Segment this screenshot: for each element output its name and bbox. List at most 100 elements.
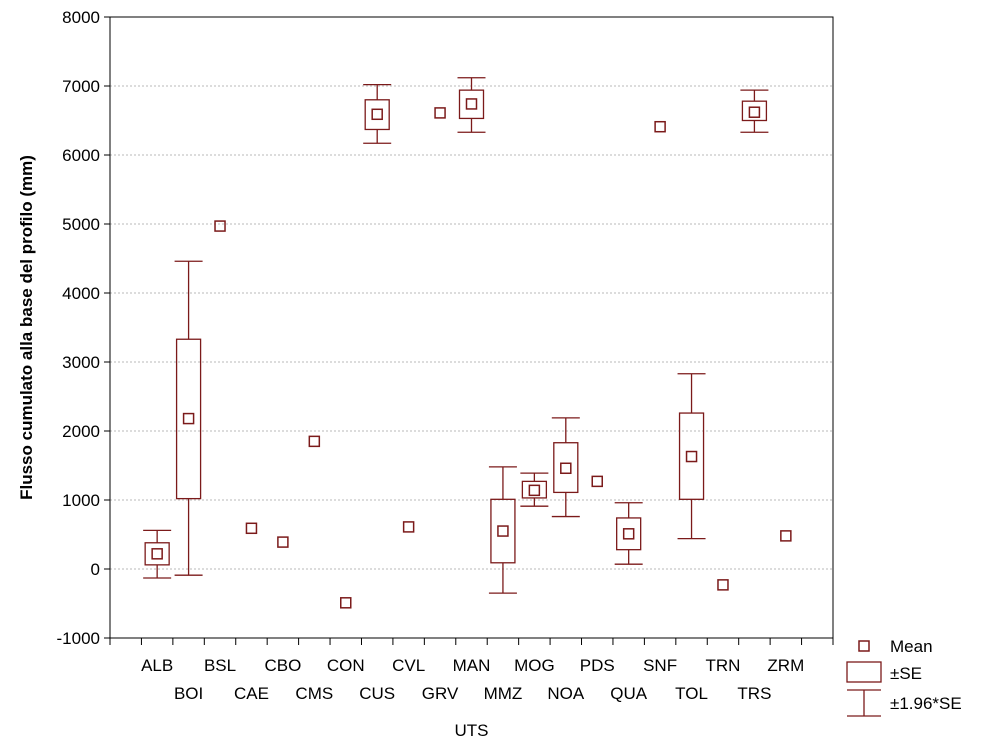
mean-marker [434,107,446,119]
legend-label: ±SE [890,664,922,683]
gridlines [110,85,833,570]
legend-mean-symbol [858,640,870,652]
mean-marker [277,536,289,548]
mean-marker [497,525,509,537]
category-tol [677,373,706,540]
x-tick-label: GRV [422,684,459,703]
mean-marker [528,484,541,497]
x-tick-label: CAE [234,684,269,703]
legend-se-symbol [846,661,882,683]
x-tick-label: BOI [174,684,203,703]
x-tick-label: ALB [141,656,173,675]
se-box [741,100,768,122]
mean-marker [308,435,321,448]
se-box [521,480,548,499]
legend-label: ±1.96*SE [890,694,962,713]
mean-marker [182,412,195,425]
mean-marker [560,462,572,475]
x-tick-label: MOG [514,656,555,675]
mean-marker [371,108,383,121]
y-tick-label: 3000 [62,353,100,372]
category-grv [434,107,446,119]
y-tick-label: -1000 [57,629,100,648]
category-alb [143,529,172,579]
x-tick-label: CBO [264,656,301,675]
mean-marker [402,521,415,533]
category-zrm [780,530,792,542]
category-boi [174,260,203,576]
mean-marker [151,548,163,560]
x-tick-label: CVL [392,656,425,675]
x-tick-label: MMZ [484,684,523,703]
se-box [490,498,516,564]
y-tick-label: 7000 [62,77,100,96]
y-axis: -1000 0 1000 2000 3000 4000 5000 6000 7000 8000 [57,8,110,648]
legend-item-mean: Mean [858,637,933,656]
category-cvl [402,521,415,533]
y-tick-label: 0 [91,560,100,579]
y-tick-label: 8000 [62,8,100,27]
category-qua [614,502,643,565]
mean-marker [654,120,666,133]
legend-label: Mean [890,637,933,656]
x-tick-label: CMS [295,684,333,703]
se-box [458,89,485,120]
legend-item-ci: ±1.96*SE [847,689,962,717]
se-box [553,442,579,494]
category-cae [245,522,258,535]
category-cbo [277,536,289,548]
x-tick-label: TOL [675,684,708,703]
se-box [144,542,170,566]
x-tick-label: NOA [547,684,585,703]
x-tick-label: QUA [610,684,648,703]
y-axis-label: Flusso cumulato alla base del profilo (m… [17,155,36,500]
category-con [340,597,352,609]
y-tick-label: 4000 [62,284,100,303]
mean-marker [214,220,226,232]
mean-marker [622,528,635,540]
category-cus [363,83,392,144]
mean-marker [591,475,603,488]
x-tick-label: CON [327,656,365,675]
y-tick-label: 5000 [62,215,100,234]
x-tick-label: BSL [204,656,236,675]
category-pds [591,475,603,488]
plot-frame [109,16,834,639]
mean-marker [245,522,258,535]
mean-marker [465,98,478,110]
legend-item-se: ±SE [846,661,922,683]
se-box [616,517,642,551]
se-box [678,412,705,500]
mean-marker [340,597,352,609]
mean-marker [780,530,792,542]
x-axis-label: UTS [455,721,489,740]
category-mog [520,472,549,507]
category-mmz [488,466,517,594]
se-box [175,338,202,500]
category-noa [551,417,580,518]
x-tick-label: TRS [737,684,771,703]
x-tick-label: CUS [359,684,395,703]
x-tick-label: ZRM [767,656,804,675]
se-box [364,99,390,131]
category-bsl [214,220,226,232]
mean-marker [717,579,729,591]
legend: Mean ±SE ±1.96*SE [846,637,962,717]
plot-marks [143,77,792,609]
mean-marker [748,106,761,118]
category-cms [308,435,321,448]
y-tick-label: 2000 [62,422,100,441]
category-snf [654,120,666,133]
x-tick-label: MAN [453,656,491,675]
mean-marker [685,450,698,463]
x-tick-label: TRN [706,656,741,675]
category-trs [740,89,769,133]
x-tick-label: SNF [643,656,677,675]
y-tick-label: 1000 [62,491,100,510]
category-man [457,77,486,133]
category-trn [717,579,729,591]
x-tick-label: PDS [580,656,615,675]
y-tick-label: 6000 [62,146,100,165]
